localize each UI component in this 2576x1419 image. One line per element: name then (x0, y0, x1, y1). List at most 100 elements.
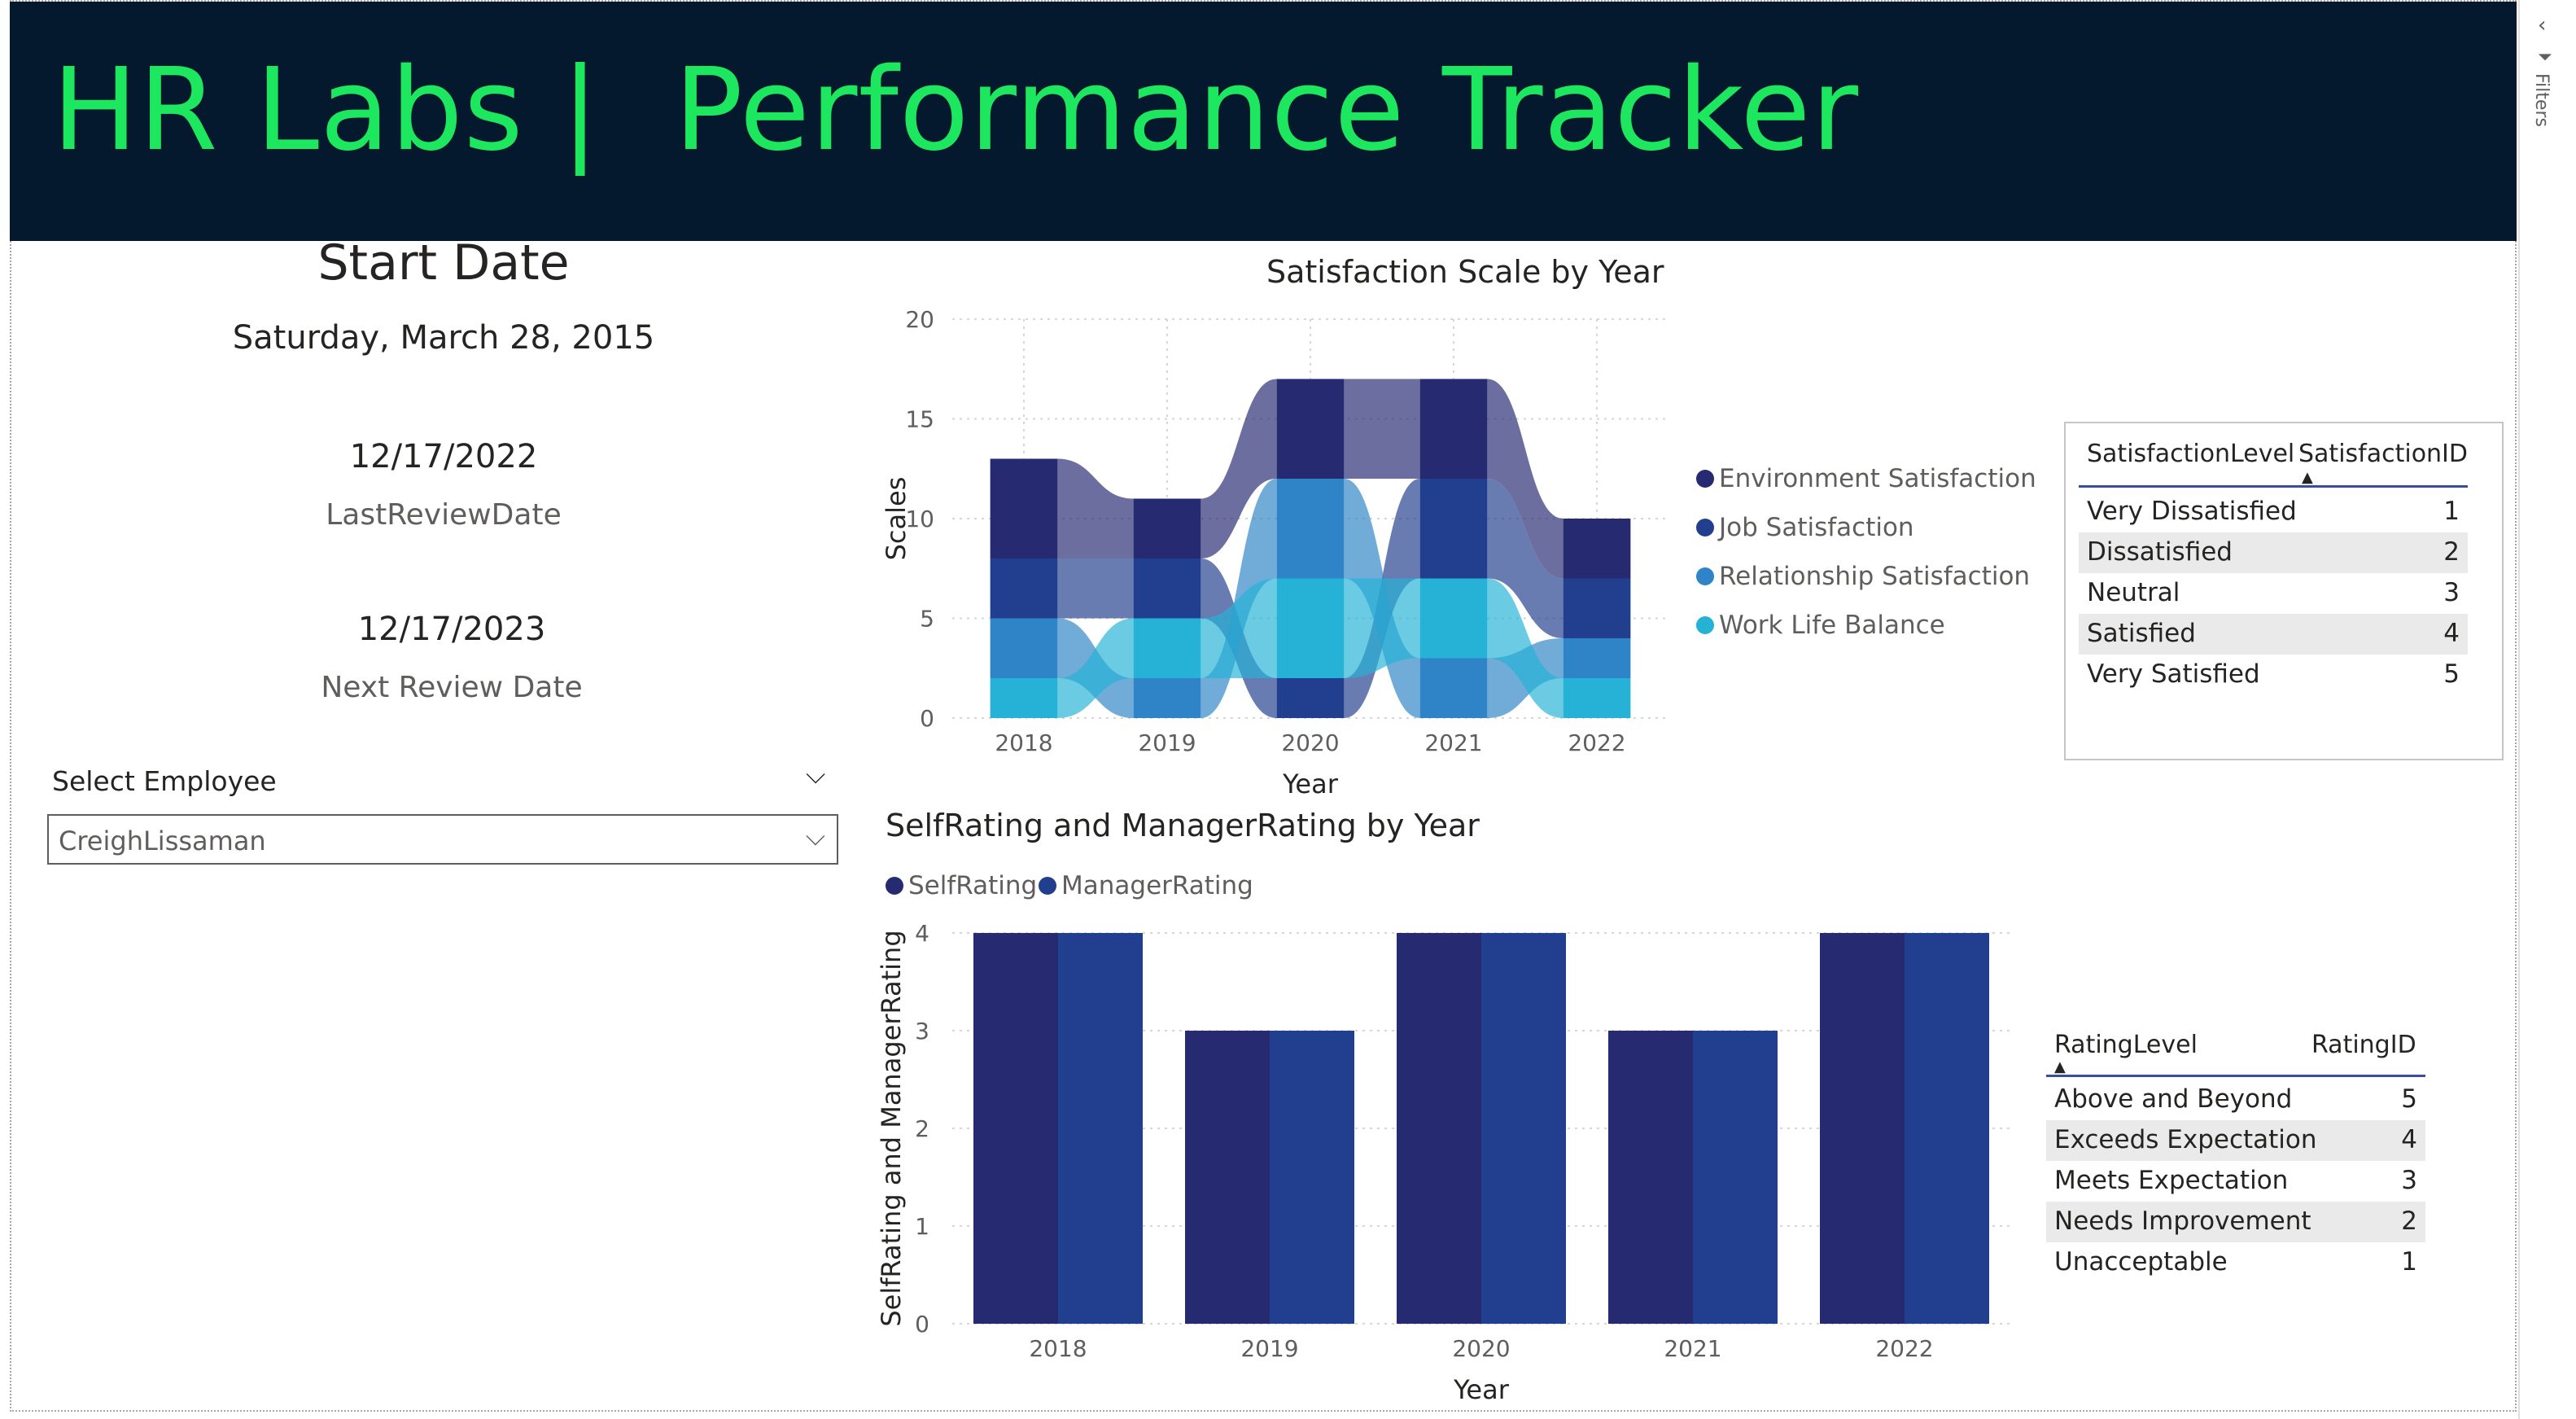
table-row[interactable]: Very Dissatisfied 1 (2079, 492, 2468, 532)
legend-item-selfrating[interactable]: SelfRating (886, 871, 1037, 900)
ribbon-segment (990, 558, 1058, 619)
employee-dropdown-value: CreighLissaman (59, 826, 266, 856)
legend-item-managerrating[interactable]: ManagerRating (1039, 871, 1253, 900)
ribbon-segment (1276, 678, 1345, 718)
managerrating-bar (1058, 933, 1143, 1324)
table-row[interactable]: Unacceptable 1 (2046, 1242, 2425, 1283)
ribbon-segment (1419, 578, 1488, 659)
x-tick-label: 2019 (1138, 729, 1196, 756)
cell-satisfaction-level: Satisfied (2087, 619, 2196, 648)
ribbon-segment (1276, 578, 1345, 678)
page-title: HR Labs | Performance Tracker (52, 44, 1860, 177)
cell-satisfaction-id: 3 (2443, 578, 2460, 607)
managerrating-bar (1481, 933, 1566, 1324)
ribbon-segment (1133, 618, 1201, 678)
ribbon-band (1057, 618, 1134, 718)
legend-item-worklife[interactable]: Work Life Balance (1696, 611, 1945, 640)
employee-dropdown[interactable]: CreighLissaman ⌵ (47, 814, 838, 865)
selfrating-bar (1397, 933, 1481, 1324)
funnel-icon: ⏷ (2538, 47, 2552, 68)
chevron-down-icon[interactable]: ⌵ (805, 821, 825, 852)
start-date-value: Saturday, March 28, 2015 (232, 319, 655, 357)
table-row[interactable]: Exceeds Expectation 4 (2046, 1120, 2425, 1161)
satisfaction-chart-title: Satisfaction Scale by Year (1266, 254, 1664, 290)
legend-marker (1039, 876, 1056, 895)
ribbon-band (1201, 379, 1277, 558)
legend-marker (1696, 615, 1714, 634)
sort-ascending-icon[interactable]: ▲ (2054, 1058, 2066, 1075)
x-tick-label: 2020 (1452, 1335, 1510, 1362)
y-tick-label: 0 (920, 705, 934, 732)
header-banner: HR Labs | Performance Tracker (10, 2, 2517, 241)
cell-rating-id: 5 (2401, 1084, 2417, 1114)
filters-pane[interactable]: ‹ ⏷ Filters (2518, 0, 2576, 1419)
legend-label: SelfRating (908, 871, 1038, 900)
column-header-satisfaction-level[interactable]: SatisfactionLevel (2087, 440, 2295, 468)
satisfaction-table[interactable]: SatisfactionLevel SatisfactionID ▲ Very … (2064, 422, 2504, 760)
cell-rating-id: 1 (2401, 1247, 2417, 1277)
table-row[interactable]: Meets Expectation 3 (2046, 1161, 2425, 1202)
ribbon-segment (1563, 578, 1631, 638)
column-header-satisfaction-id[interactable]: SatisfactionID (2298, 440, 2469, 468)
ribbon-segment (1276, 379, 1345, 479)
page-frame (10, 0, 2517, 1412)
chevron-down-icon[interactable]: ⌵ (806, 759, 826, 790)
ribbon-band (1487, 578, 1564, 718)
cell-rating-level: Unacceptable (2054, 1247, 2228, 1277)
cell-satisfaction-level: Neutral (2087, 578, 2180, 607)
x-tick-label: 2020 (1281, 729, 1339, 756)
cell-satisfaction-id: 2 (2443, 537, 2460, 567)
y-tick-label: 3 (915, 1018, 929, 1045)
rating-chart[interactable]: 0 1 2 3 4 2018 2019 2020 2021 2022 Year SelfRating … (863, 904, 2018, 1417)
legend-item-relationship[interactable]: Relationship Satisfaction (1696, 562, 2030, 591)
ribbon-segment (1563, 519, 1631, 579)
cell-rating-level: Exceeds Expectation (2054, 1125, 2317, 1154)
ribbon-band (1057, 558, 1134, 619)
rating-chart-title: SelfRating and ManagerRating by Year (886, 808, 1480, 843)
chevron-left-icon[interactable]: ‹ (2538, 13, 2547, 37)
selfrating-bar (1820, 933, 1905, 1324)
x-tick-label: 2021 (1424, 729, 1482, 756)
cell-satisfaction-id: 4 (2443, 619, 2460, 648)
table-row[interactable]: Satisfied 4 (2079, 614, 2468, 655)
table-row[interactable]: Needs Improvement 2 (2046, 1202, 2425, 1242)
cell-rating-level: Meets Expectation (2054, 1166, 2289, 1195)
next-review-date-label: Next Review Date (321, 671, 583, 704)
y-axis-title: Scales (881, 477, 912, 561)
column-header-rating-level[interactable]: RatingLevel (2054, 1031, 2198, 1059)
ribbon-segment (990, 678, 1058, 718)
ribbon-band (1487, 379, 1564, 579)
x-axis-title: Year (1453, 1374, 1510, 1405)
column-header-rating-id[interactable]: RatingID (2311, 1031, 2416, 1059)
x-tick-label: 2021 (1664, 1335, 1721, 1362)
selfrating-bar (1185, 1031, 1270, 1324)
cell-rating-id: 4 (2401, 1125, 2417, 1154)
cell-rating-level: Above and Beyond (2054, 1084, 2293, 1114)
sort-ascending-icon[interactable]: ▲ (2302, 469, 2313, 486)
table-row[interactable]: Very Satisfied 5 (2079, 655, 2468, 695)
table-row[interactable]: Dissatisfied 2 (2079, 532, 2468, 573)
ribbon-segment (990, 618, 1058, 678)
ribbon-segment (1419, 479, 1488, 579)
x-tick-label: 2018 (995, 729, 1052, 756)
ribbon-segment (1419, 658, 1488, 718)
last-review-date-label: LastReviewDate (326, 498, 562, 532)
legend-label: Relationship Satisfaction (1719, 562, 2031, 591)
table-row[interactable]: Above and Beyond 5 (2046, 1080, 2425, 1120)
x-axis-title: Year (1282, 769, 1339, 799)
legend-item-environment[interactable]: Environment Satisfaction (1696, 464, 2036, 493)
legend-marker (1696, 567, 1714, 585)
start-date-title: Start Date (317, 234, 570, 291)
cell-rating-id: 3 (2401, 1166, 2417, 1195)
ribbon-segment (1419, 379, 1488, 479)
ribbon-segment (1276, 479, 1345, 579)
table-row[interactable]: Neutral 3 (2079, 573, 2468, 614)
ribbon-segment (1133, 678, 1201, 718)
selfrating-bar (973, 933, 1058, 1324)
satisfaction-chart[interactable]: 0 5 10 15 20 2018 2019 2020 2021 2022 Year Scales (863, 301, 1709, 806)
legend-item-job[interactable]: Job Satisfaction (1696, 513, 1914, 542)
legend-label: ManagerRating (1061, 871, 1253, 900)
filters-pane-label[interactable]: Filters (2531, 73, 2552, 127)
managerrating-bar (1693, 1031, 1778, 1324)
